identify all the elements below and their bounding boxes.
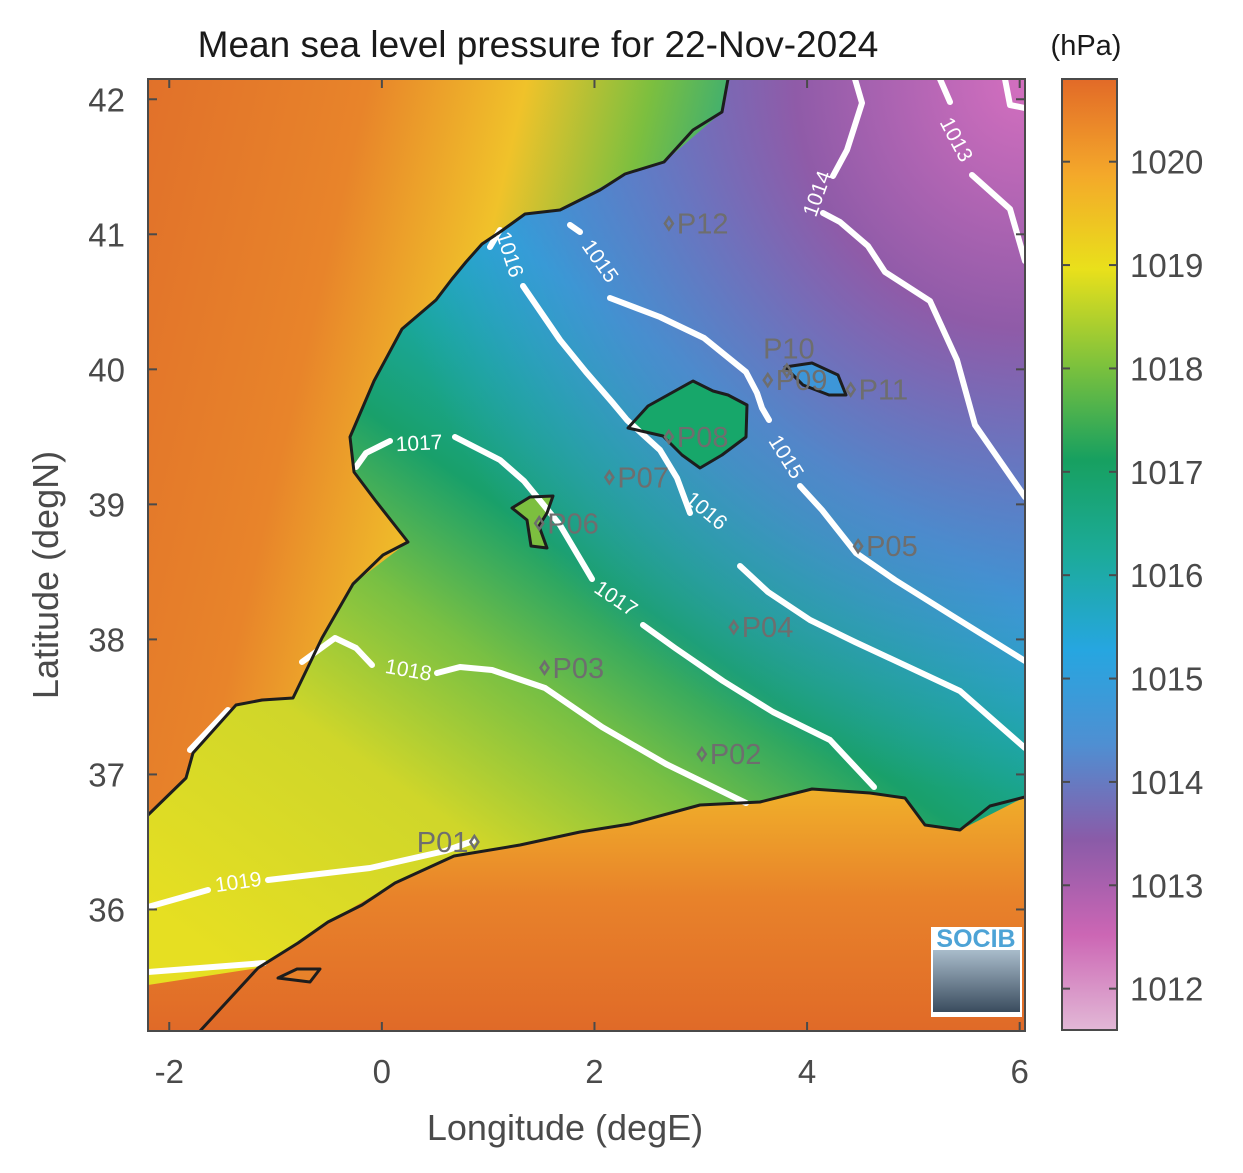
y-tick-label: 42 (88, 81, 125, 118)
alboran-coastline (276, 967, 322, 984)
map-axes: 1019101810171017101610161015101510141013… (148, 79, 1025, 1031)
colorbar-bar (1061, 78, 1118, 1031)
station-marker-icon[interactable] (468, 833, 480, 851)
station-label-p11: P11 (859, 375, 908, 407)
map-frame (147, 78, 1026, 1032)
colorbar-ticks: 1012 1013 1014 1015 1016 1017 1018 1019 1020 (1062, 144, 1203, 1008)
station-marker-icon[interactable] (603, 469, 615, 486)
x-tick-label: 6 (1011, 1053, 1029, 1090)
station-marker-icon[interactable] (728, 618, 740, 636)
y-tick-label: 40 (88, 351, 125, 388)
menorca-coastline (783, 361, 848, 397)
colorbar: 1012 1013 1014 1015 1016 1017 1018 1019 1020 (hP… (1051, 30, 1203, 1031)
mallorca-land (628, 381, 747, 468)
station-marker-icon[interactable] (845, 381, 857, 398)
y-axis-label: Latitude (degN) (25, 451, 66, 699)
x-tick-label: -2 (155, 1053, 184, 1090)
colorbar-tick-label: 1016 (1130, 557, 1203, 594)
ibiza-land (512, 496, 553, 548)
station-marker-icon[interactable] (663, 215, 675, 232)
isobar-1019-south (148, 960, 267, 975)
x-tick-label: 0 (373, 1053, 391, 1090)
station-label-p02: P02 (710, 739, 762, 771)
station-marker-icon[interactable] (852, 537, 864, 555)
station-marker-icon[interactable] (762, 371, 774, 389)
station-label-p05: P05 (866, 531, 918, 563)
isobar-1012 (1002, 79, 1025, 111)
africa-land-field (148, 789, 1025, 1031)
station-marker-icon[interactable] (663, 428, 675, 446)
station-label-p01: P01 (417, 827, 469, 859)
y-tick-label: 41 (88, 216, 125, 253)
x-axis-label: Longitude (degE) (427, 1107, 703, 1148)
y-tick-label: 36 (88, 891, 125, 928)
isobar-1014 (820, 79, 1025, 500)
socib-logo: SOCIB (931, 925, 1022, 1017)
x-axis-ticks: -2 0 2 4 6 (155, 79, 1029, 1090)
menorca-land (785, 363, 846, 395)
colorbar-tick-label: 1014 (1130, 764, 1203, 801)
iberia-land-field (148, 79, 728, 815)
pressure-isobars (148, 79, 1025, 975)
station-label-p07: P07 (617, 462, 669, 494)
x-tick-label: 4 (798, 1053, 816, 1090)
y-tick-label: 37 (88, 756, 125, 793)
station-marker-icon[interactable] (533, 515, 545, 532)
isobar-1018 (187, 635, 749, 806)
iberia-coastline (148, 79, 730, 817)
station-label-p06: P06 (547, 508, 599, 540)
ibiza-coastline (510, 494, 555, 550)
station-label-p08: P08 (677, 422, 729, 454)
colorbar-tick-label: 1012 (1130, 971, 1203, 1008)
colorbar-tick-label: 1015 (1130, 661, 1203, 698)
isobar-1013 (937, 79, 1025, 264)
x-tick-label: 2 (585, 1053, 603, 1090)
map-title: Mean sea level pressure for 22-Nov-2024 (198, 24, 879, 65)
y-tick-label: 38 (88, 621, 125, 658)
coastlines (148, 79, 1025, 1031)
africa-coastline (198, 787, 1025, 1031)
isobar-1019 (148, 838, 476, 910)
station-label-p12: P12 (677, 208, 729, 240)
colorbar-tick-label: 1013 (1130, 867, 1203, 904)
isobar-1015 (567, 222, 1025, 664)
logo-text: SOCIB (936, 925, 1015, 953)
station-marker-icon[interactable] (781, 362, 793, 379)
station-label-p04: P04 (742, 612, 794, 644)
station-marker-icon[interactable] (696, 745, 708, 763)
colorbar-tick-label: 1018 (1130, 350, 1203, 387)
colorbar-tick-label: 1020 (1130, 144, 1203, 181)
y-tick-label: 39 (88, 486, 125, 523)
mallorca-coastline (626, 379, 749, 470)
colorbar-tick-label: 1017 (1130, 454, 1203, 491)
colorbar-unit: (hPa) (1051, 30, 1122, 62)
isobar-label: 1017 (395, 431, 443, 456)
station-label-p10: P10 (763, 334, 815, 366)
colorbar-tick-label: 1019 (1130, 247, 1203, 284)
station-label-p03: P03 (553, 653, 605, 685)
isobar-1017 (353, 434, 877, 790)
y-axis-ticks: 36 37 38 39 40 41 42 (88, 81, 1025, 928)
station-marker-icon[interactable] (539, 659, 551, 677)
